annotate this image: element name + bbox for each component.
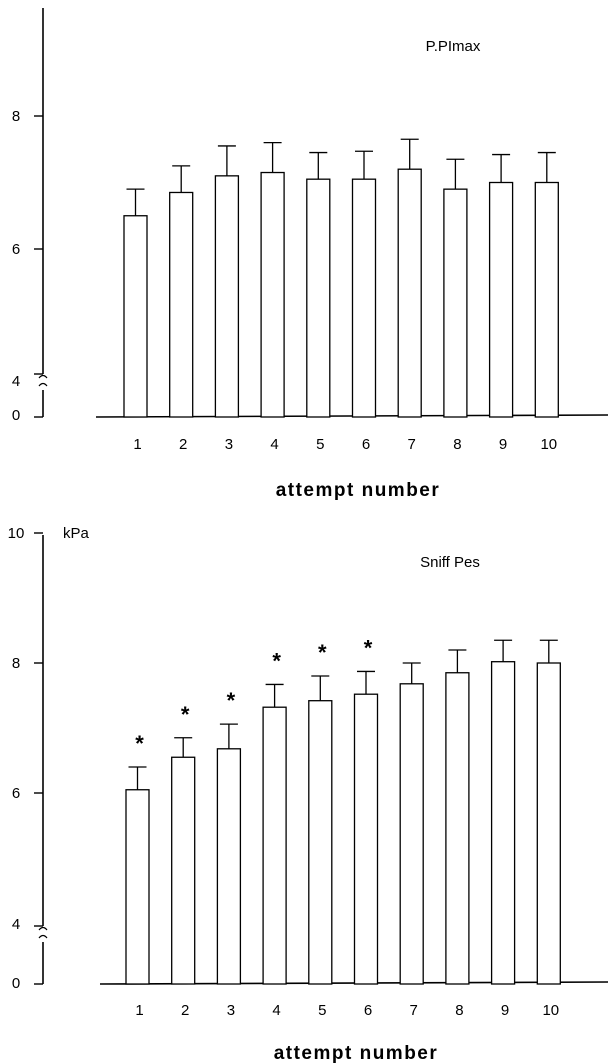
x-tick-label: 1	[135, 1002, 143, 1019]
bar	[260, 171, 285, 418]
x-tick-label: 5	[316, 436, 324, 453]
bar	[306, 178, 331, 418]
panel-title: Sniff Pes	[420, 554, 480, 571]
bar	[399, 683, 424, 985]
y-tick-label: 10	[8, 525, 25, 542]
bar	[488, 181, 514, 418]
x-tick-label: 8	[453, 436, 461, 453]
bar	[353, 693, 379, 985]
y-tick-label: 0	[12, 975, 20, 992]
y-tick-label: 6	[12, 241, 20, 258]
x-tick-label: 4	[272, 1002, 280, 1019]
bar	[351, 178, 377, 418]
x-tick-label: 9	[499, 436, 507, 453]
x-tick-label: 7	[408, 436, 416, 453]
x-tick-label: 7	[410, 1002, 418, 1019]
significance-marker: *	[135, 731, 144, 756]
bar	[443, 188, 468, 418]
significance-marker: *	[227, 688, 236, 713]
bar	[536, 662, 561, 985]
y-tick-label: 4	[12, 373, 20, 390]
significance-marker: *	[364, 635, 373, 660]
x-tick-label: 6	[364, 1002, 372, 1019]
y-tick-label: 8	[12, 108, 20, 125]
chart-panel-2: 10 8 6 4 0 1 * 2 * 3 * 4 * 5 * 6 * 7 8 9 10 Sniff Pes attempt …	[8, 525, 609, 1064]
x-tick-label: 4	[270, 436, 278, 453]
y-tick-label: 0	[12, 407, 20, 424]
bar	[125, 789, 150, 985]
y-tick-label: 4	[12, 916, 20, 933]
bar	[123, 215, 148, 418]
x-tick-label: 3	[225, 436, 233, 453]
x-tick-label: 9	[501, 1002, 509, 1019]
bar	[490, 661, 516, 985]
y-tick-label: 6	[12, 785, 20, 802]
panel-title: P.PImax	[426, 38, 481, 55]
axis-break-mark	[38, 374, 48, 387]
bar	[397, 168, 422, 418]
bar	[171, 756, 196, 985]
y-tick-label: 8	[12, 655, 20, 672]
x-tick-label: 10	[540, 436, 557, 453]
x-tick-label: 2	[181, 1002, 189, 1019]
x-tick-label: 5	[318, 1002, 326, 1019]
significance-marker: *	[272, 648, 281, 673]
x-tick-label: 6	[362, 436, 370, 453]
significance-marker: *	[181, 702, 190, 727]
x-tick-label: 3	[227, 1002, 235, 1019]
x-tick-label: 1	[133, 436, 141, 453]
bar	[534, 181, 559, 418]
x-tick-label: 2	[179, 436, 187, 453]
axis-break-mark	[38, 926, 48, 939]
bar	[214, 175, 240, 418]
x-tick-label: 10	[542, 1002, 559, 1019]
chart-panel-1: 8 6 4 0 1 2 3 4 5 6 7 8 9 10 P.PImax attempt number	[12, 8, 609, 501]
significance-marker: *	[318, 640, 327, 665]
x-tick-label: 8	[455, 1002, 463, 1019]
y-axis-unit-label: kPa	[63, 525, 90, 542]
bar	[445, 672, 470, 985]
bar	[169, 191, 194, 418]
x-axis-label: attempt number	[276, 480, 441, 501]
bar	[216, 748, 242, 985]
bar	[308, 700, 333, 985]
bar	[262, 706, 287, 985]
x-axis-label: attempt number	[274, 1043, 439, 1064]
